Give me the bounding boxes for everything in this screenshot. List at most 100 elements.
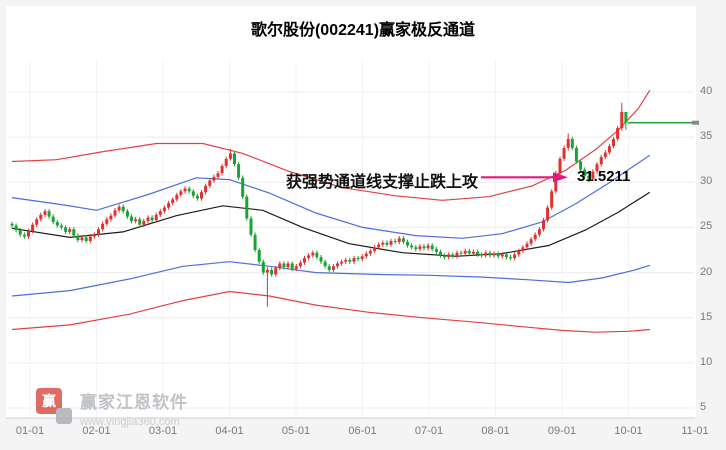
candle-body <box>616 128 620 139</box>
candle-body <box>55 222 59 226</box>
candle-body <box>105 219 109 224</box>
candle-body <box>360 256 364 259</box>
candle-body <box>323 261 327 267</box>
candle-body <box>537 229 541 235</box>
candle-body <box>80 237 84 241</box>
candle-body <box>31 224 35 231</box>
y-axis-label: 10 <box>700 355 713 368</box>
candle-body <box>47 211 51 217</box>
annotation-text: 获强势通道线支撑止跌上攻 <box>285 174 478 191</box>
candle-body <box>352 258 356 262</box>
candle-body <box>101 223 105 230</box>
candle-body <box>22 234 26 237</box>
candle-body <box>546 207 550 221</box>
candle-body <box>373 247 377 251</box>
candle-body <box>599 157 603 165</box>
candle-body <box>554 173 558 192</box>
candle-body <box>282 263 286 268</box>
sky-line-red <box>11 89 651 201</box>
candle-body <box>451 254 455 257</box>
candle-body <box>406 241 409 246</box>
candle-body <box>595 164 599 172</box>
candle-body <box>68 229 72 232</box>
candle-body <box>504 254 508 258</box>
candle-body <box>224 158 228 166</box>
x-axis-label: 04-01 <box>215 425 244 437</box>
candle-body <box>529 239 533 244</box>
y-axis-label: 15 <box>700 310 713 323</box>
candle-body <box>290 263 294 269</box>
candle-body <box>381 242 385 245</box>
candle-body <box>311 252 315 256</box>
candle-body <box>410 245 414 248</box>
candle-body <box>368 250 372 254</box>
x-axis-label: 03-01 <box>148 425 178 437</box>
watermark-brand-name: 赢家江恩软件 <box>80 393 188 412</box>
candle-body <box>500 254 504 257</box>
candle-body <box>455 252 459 257</box>
candle-body <box>64 227 68 232</box>
support-price-label: 31.5211 <box>577 168 631 185</box>
candle-body <box>162 207 166 212</box>
candle-body <box>278 263 282 268</box>
candle-body <box>212 176 216 181</box>
candle-body <box>397 238 401 242</box>
candle-body <box>570 138 574 148</box>
candle-body <box>220 166 224 174</box>
candle-body <box>303 258 306 263</box>
chart-plot-area <box>6 6 696 418</box>
candle-body <box>467 250 471 254</box>
candle-body <box>187 188 191 192</box>
candle-body <box>183 188 187 192</box>
x-axis-label: 02-01 <box>82 425 111 437</box>
candle-body <box>488 252 492 256</box>
candle-body <box>558 158 562 174</box>
candle-body <box>195 195 199 199</box>
decision-line-black <box>11 191 651 257</box>
life-line-blue-lower <box>11 261 650 297</box>
y-axis-label: 30 <box>700 175 713 188</box>
candle-body <box>542 220 545 230</box>
candle-body <box>315 252 319 258</box>
candle-body <box>200 192 203 199</box>
candle-body <box>18 230 22 235</box>
candle-body <box>336 263 339 267</box>
candle-body <box>109 215 113 220</box>
watermark: 赢 赢家江恩软件 www.yingjia360.com <box>36 388 188 428</box>
candle-body <box>298 262 302 267</box>
ground-line-red <box>11 290 650 333</box>
watermark-url: www.yingjia360.com <box>80 416 180 428</box>
candle-body <box>270 269 274 275</box>
x-axis-label: 09-01 <box>547 425 577 437</box>
candle-body <box>158 211 162 215</box>
candle-body <box>443 255 447 258</box>
candle-body <box>517 250 521 255</box>
candle-body <box>97 229 100 235</box>
candle-body <box>84 237 88 241</box>
candle-body <box>265 269 269 273</box>
brand-logo-icon: 赢 <box>36 388 72 424</box>
candle-body <box>426 245 430 249</box>
candle-body <box>175 194 179 200</box>
y-axis-label: 25 <box>700 220 713 233</box>
x-axis-label: 01-01 <box>15 425 45 437</box>
candle-body <box>249 218 253 235</box>
candle-body <box>574 148 578 162</box>
candle-body <box>418 246 422 250</box>
candle-body <box>566 138 570 148</box>
candle-body <box>513 254 517 259</box>
candle-body <box>434 249 438 252</box>
candle-body <box>245 196 249 219</box>
candle-body <box>550 191 554 208</box>
life-line-blue-upper <box>11 154 651 239</box>
candle-body <box>14 225 18 231</box>
candle-body <box>204 185 208 193</box>
candle-body <box>257 250 261 262</box>
candle-body <box>113 210 117 216</box>
candle-body <box>76 235 80 241</box>
candle-body <box>603 152 607 157</box>
chart-title: 歌尔股份(002241)赢家极反通道 <box>250 22 476 39</box>
candle-body <box>492 253 496 256</box>
candle-body <box>228 153 232 159</box>
